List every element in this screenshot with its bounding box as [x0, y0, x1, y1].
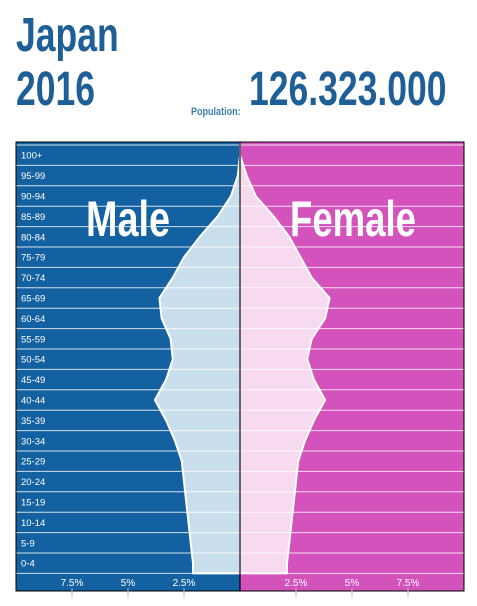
age-group-label: 40-44 [21, 396, 45, 407]
age-group-label: 75-79 [21, 253, 45, 264]
population-value: 126.323.000 [249, 63, 447, 116]
x-tick-label: 7.5% [61, 578, 84, 589]
age-group-label: 5-9 [21, 538, 35, 549]
age-group-label: 25-29 [21, 457, 45, 468]
male-distribution-area [153, 143, 241, 575]
age-group-label: 85-89 [21, 212, 45, 223]
chart-labels: 100+ 95-99 90-94 85-89 80-84 75-79 70-74 65-69 6… [15, 141, 465, 597]
age-group-label: 50-54 [21, 355, 45, 366]
x-tick-label: 5% [345, 578, 360, 589]
chart-border [15, 141, 465, 592]
x-tick-label: 5% [121, 578, 136, 589]
age-group-label: 35-39 [21, 416, 45, 427]
age-group-label: 30-34 [21, 436, 45, 447]
age-group-label: 15-19 [21, 498, 45, 509]
male-side-label: Male [86, 191, 170, 247]
x-tick-label: 7.5% [397, 578, 420, 589]
age-group-label: 20-24 [21, 477, 45, 488]
year-title: 2016 [16, 63, 96, 116]
age-group-label: 55-59 [21, 334, 45, 345]
population-label: Population: [191, 106, 241, 118]
female-side-label: Female [290, 191, 416, 247]
age-group-label: 70-74 [21, 273, 45, 284]
chart-fills [153, 143, 331, 575]
female-distribution-area [239, 143, 331, 575]
age-group-label: 100+ [21, 151, 43, 162]
country-title: Japan [16, 9, 119, 62]
age-group-label: 65-69 [21, 294, 45, 305]
age-group-label: 90-94 [21, 192, 45, 203]
x-tick-label: 2.5% [285, 578, 308, 589]
age-group-label: 60-64 [21, 314, 45, 325]
age-group-label: 0-4 [21, 559, 35, 570]
x-tick-label: 2.5% [173, 578, 196, 589]
age-group-label: 80-84 [21, 232, 45, 243]
age-group-label: 95-99 [21, 171, 45, 182]
age-group-label: 10-14 [21, 518, 45, 529]
age-group-label: 45-49 [21, 375, 45, 386]
